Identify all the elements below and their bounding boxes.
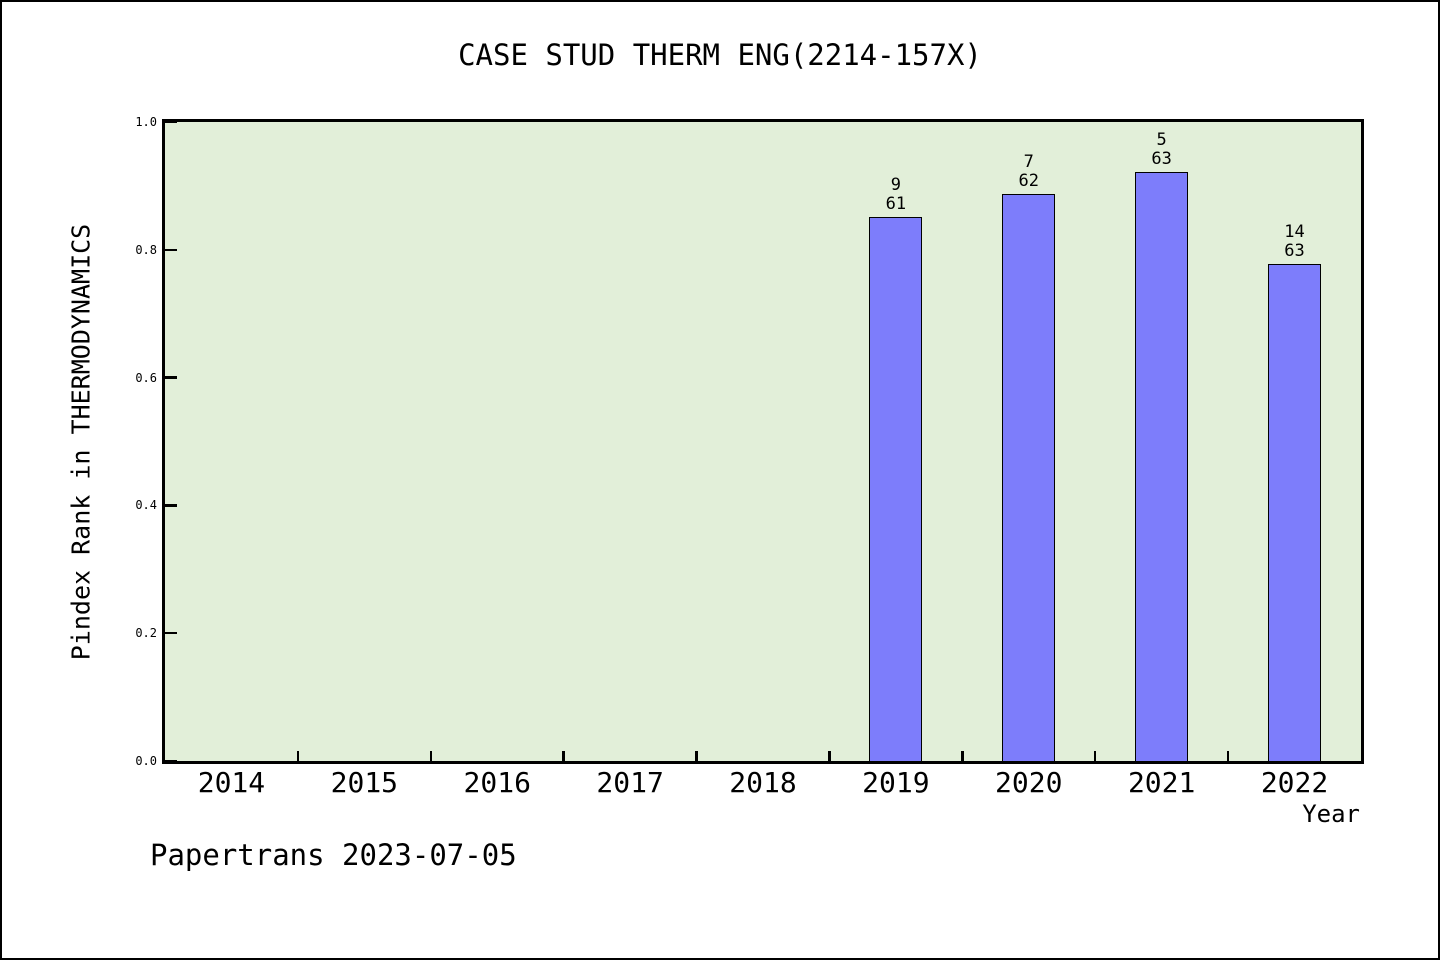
footer-watermark: Papertrans 2023-07-05 bbox=[150, 838, 517, 872]
plot-area: 0.0 0.2 0.4 0.6 0.8 1.0 2014 2015 2016 2017 2018 20… bbox=[135, 115, 1364, 798]
bar-2021 bbox=[1135, 172, 1189, 761]
x-category-label: 2015 bbox=[330, 766, 399, 799]
x-category-label: 2020 bbox=[995, 766, 1063, 799]
x-category-label: 2019 bbox=[862, 766, 930, 799]
bar-2022 bbox=[1268, 263, 1322, 761]
x-axis-label: Year bbox=[1302, 800, 1360, 828]
x-tick bbox=[695, 751, 698, 761]
y-axis-label: Pindex Rank in THERMODYNAMICS bbox=[66, 223, 96, 661]
x-tick bbox=[562, 751, 565, 761]
y-tick-label: 0.2 bbox=[135, 626, 157, 641]
x-category-label: 2016 bbox=[463, 766, 531, 799]
x-tick bbox=[296, 751, 300, 761]
x-tick bbox=[828, 751, 831, 761]
y-tick bbox=[165, 120, 177, 124]
x-tick bbox=[961, 751, 964, 761]
x-category-label: 2022 bbox=[1260, 766, 1329, 799]
y-tick-label: 0.6 bbox=[135, 370, 157, 385]
bar-value-label: 7 62 bbox=[1018, 152, 1039, 192]
y-tick-label: 1.0 bbox=[135, 115, 157, 129]
bar-value-label: 5 63 bbox=[1151, 130, 1172, 170]
y-tick bbox=[165, 248, 177, 252]
y-tick bbox=[165, 504, 177, 507]
y-tick bbox=[165, 376, 177, 379]
x-tick bbox=[1226, 751, 1230, 761]
y-tick bbox=[165, 759, 177, 763]
bar-2019 bbox=[869, 216, 923, 761]
x-category-label: 2014 bbox=[197, 766, 266, 799]
x-tick bbox=[429, 751, 433, 761]
y-tick-label: 0.0 bbox=[135, 754, 157, 768]
y-tick-label: 0.4 bbox=[135, 498, 157, 513]
y-tick bbox=[165, 631, 177, 635]
x-category-label: 2017 bbox=[596, 766, 664, 799]
x-tick bbox=[1093, 751, 1097, 761]
x-category-label: 2021 bbox=[1127, 766, 1196, 799]
chart-title: CASE STUD THERM ENG(2214-157X) bbox=[458, 38, 982, 72]
y-tick-label: 0.8 bbox=[135, 242, 157, 257]
bar-value-label: 14 63 bbox=[1284, 221, 1305, 261]
bar-value-label: 9 61 bbox=[885, 174, 907, 214]
bar-2020 bbox=[1002, 194, 1056, 761]
x-category-label: 2018 bbox=[729, 766, 797, 799]
